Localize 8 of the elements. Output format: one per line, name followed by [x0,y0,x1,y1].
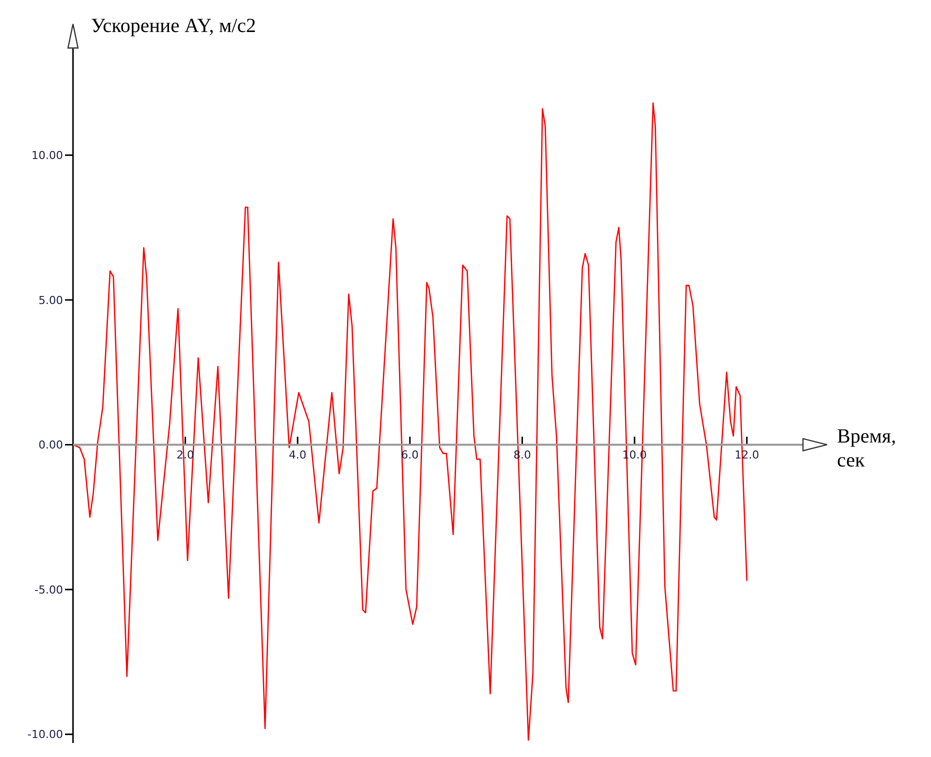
y-tick-label: 5.00 [38,294,63,307]
y-tick-label: -10.00 [28,728,63,742]
x-tick-label: 4.0 [288,448,306,462]
y-tick-label: 10.00 [32,149,63,162]
x-axis-title: Время, сек [837,426,896,472]
y-tick-label: -5.00 [34,583,63,596]
y-tick-label: 0.00 [38,438,63,452]
y-axis-title: Ускорение AY, м/с2 [91,15,256,37]
